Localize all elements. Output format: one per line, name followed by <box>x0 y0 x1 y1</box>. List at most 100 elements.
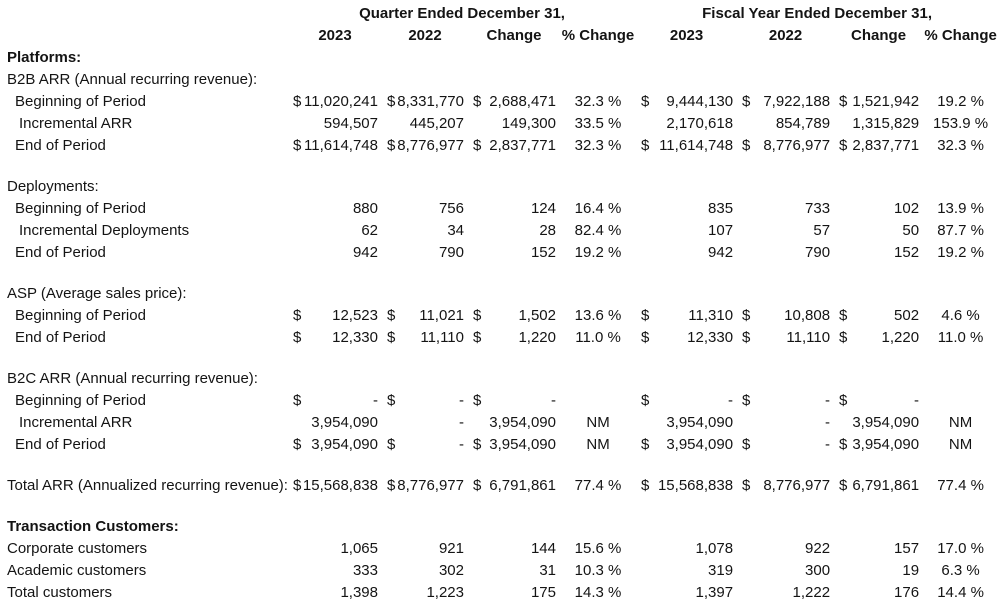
currency-symbol: $ <box>641 306 650 324</box>
currency-symbol: $ <box>641 328 650 346</box>
percent-cell: 33.5 % <box>574 114 622 132</box>
value-cell: $11,110 <box>382 326 468 348</box>
value-cell: 19 <box>834 559 923 581</box>
value-cell <box>468 46 560 68</box>
cell-value: 8,776,977 <box>763 476 831 494</box>
value-cell: $ - <box>834 389 923 411</box>
table-row: B2B ARR (Annual recurring revenue): <box>0 68 998 90</box>
currency-symbol: $ <box>387 328 396 346</box>
cell-value: 2,688,471 <box>489 92 556 110</box>
row-label: Academic customers <box>7 561 147 579</box>
currency-symbol: $ <box>473 391 482 409</box>
cell-value: 756 <box>438 199 464 217</box>
currency-symbol: $ <box>473 306 482 324</box>
value-cell: $11,021 <box>382 304 468 326</box>
cell-value: 3,954,090 <box>852 413 920 431</box>
percent-cell: 6.3 % <box>941 561 980 579</box>
value-cell <box>737 367 834 389</box>
value-cell: $1,220 <box>468 326 560 348</box>
value-cell: $9,444,130 <box>636 90 737 112</box>
spacer-cell <box>0 156 998 175</box>
row-label: Beginning of Period <box>15 92 146 110</box>
cell-value: 1,065 <box>340 539 378 557</box>
cell-value: 854,789 <box>775 114 831 132</box>
cell-value: 300 <box>805 561 831 579</box>
cell-value: 107 <box>708 221 734 239</box>
percent-cell: 11.0 % <box>937 328 984 346</box>
value-cell: $11,310 <box>636 304 737 326</box>
row-label: Incremental Deployments <box>19 221 190 239</box>
value-cell: $12,330 <box>288 326 382 348</box>
cell-value: 3,954,090 <box>666 435 734 453</box>
value-cell: 107 <box>636 219 737 241</box>
percent-cell <box>560 175 636 197</box>
currency-symbol: $ <box>473 328 482 346</box>
percent-cell <box>560 515 636 537</box>
row-label: Total customers <box>7 583 113 601</box>
currency-symbol: $ <box>387 306 396 324</box>
value-cell: 3,954,090 <box>468 411 560 433</box>
row-label: End of Period <box>15 435 106 453</box>
percent-cell: 13.9 % <box>937 199 984 217</box>
cell-value: 319 <box>708 561 734 579</box>
percent-cell <box>560 282 636 304</box>
cell-value: 11,614,748 <box>659 136 734 154</box>
cell-value: 11,110 <box>786 328 831 346</box>
cell-value: 502 <box>894 306 920 324</box>
column-header-fy-2022: 2022 <box>768 26 803 44</box>
percent-cell: 11.0 % <box>575 328 621 346</box>
value-cell: 333 <box>288 559 382 581</box>
cell-value: 10,808 <box>784 306 831 324</box>
table-head: Quarter Ended December 31, Fiscal Year E… <box>0 2 998 46</box>
value-cell: 3,954,090 <box>636 411 737 433</box>
value-cell <box>636 282 737 304</box>
value-cell: 124 <box>468 197 560 219</box>
value-cell: $ - <box>737 433 834 455</box>
currency-symbol: $ <box>641 136 650 154</box>
cell-value: 11,110 <box>420 328 464 346</box>
value-cell: $8,776,977 <box>737 134 834 156</box>
cell-value: 57 <box>813 221 831 239</box>
currency-symbol: $ <box>839 476 848 494</box>
value-cell: 31 <box>468 559 560 581</box>
percent-cell <box>923 367 998 389</box>
row-label: End of Period <box>15 136 106 154</box>
percent-cell: 14.3 % <box>574 583 622 601</box>
cell-value: 11,614,748 <box>304 136 378 154</box>
cell-value: 11,020,241 <box>304 92 378 110</box>
cell-value: 445,207 <box>409 114 464 132</box>
row-label: Corporate customers <box>7 539 148 557</box>
percent-cell <box>560 389 636 411</box>
percent-cell: NM <box>586 435 610 453</box>
value-cell: $2,837,771 <box>468 134 560 156</box>
column-header-fy-change: Change <box>851 26 907 44</box>
cell-value: 1,398 <box>340 583 378 601</box>
spacer-cell <box>0 348 998 367</box>
value-cell: 1,222 <box>737 581 834 603</box>
cell-value: 3,954,090 <box>311 413 378 431</box>
table-row: Total customers 1,398 1,223 175 14.3 % 1,397 1… <box>0 581 998 603</box>
value-cell: $2,837,771 <box>834 134 923 156</box>
cell-value: - <box>825 391 831 409</box>
value-cell <box>288 175 382 197</box>
cell-value: 922 <box>805 539 831 557</box>
value-cell: 854,789 <box>737 112 834 134</box>
value-cell <box>468 68 560 90</box>
value-cell: 1,398 <box>288 581 382 603</box>
percent-cell: NM <box>586 413 610 431</box>
percent-cell <box>560 367 636 389</box>
spacer-row <box>0 348 998 367</box>
value-cell: 300 <box>737 559 834 581</box>
cell-value: 942 <box>352 243 378 261</box>
percent-cell: 87.7 % <box>937 221 984 239</box>
percent-cell: 17.0 % <box>937 539 984 557</box>
currency-symbol: $ <box>742 306 751 324</box>
value-cell: $8,776,977 <box>382 134 468 156</box>
table-row: Beginning of Period $12,523 $11,021 $1,502 1… <box>0 304 998 326</box>
table-row: End of Period 942 790 152 19.2 % 942 790 152 19.… <box>0 241 998 263</box>
value-cell <box>737 46 834 68</box>
value-cell: $10,808 <box>737 304 834 326</box>
value-cell: $11,614,748 <box>636 134 737 156</box>
cell-value: 835 <box>708 199 734 217</box>
value-cell <box>382 515 468 537</box>
